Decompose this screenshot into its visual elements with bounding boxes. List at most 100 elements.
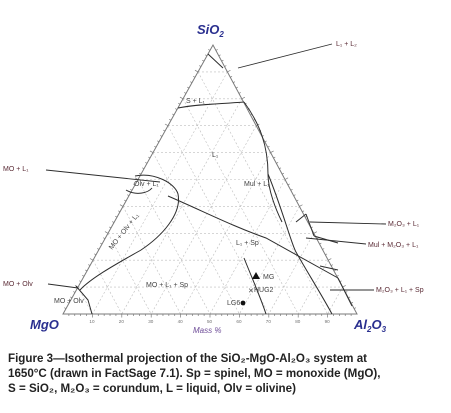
grid-line xyxy=(209,179,286,315)
caption-line-2: 1650°C (drawn in FactSage 7.1). Sp = spi… xyxy=(8,366,381,380)
tick-mark xyxy=(218,54,221,57)
grid-line xyxy=(152,152,240,315)
tick-mark xyxy=(322,248,325,250)
leader-mul-m2o3-l1 xyxy=(305,237,367,245)
tick-mark xyxy=(270,150,274,153)
tick-mark xyxy=(276,162,279,164)
tick-mark xyxy=(149,150,154,153)
bottom-tick-label: 70 xyxy=(266,319,272,324)
tick-mark xyxy=(284,177,289,180)
tick-mark xyxy=(194,69,199,73)
tick-mark xyxy=(139,172,142,175)
tick-mark xyxy=(109,226,112,229)
grid-line xyxy=(107,233,152,315)
region-mul-l1: Mul + L₁ xyxy=(244,181,270,188)
tick-mark xyxy=(227,69,231,73)
tick-mark xyxy=(145,162,148,164)
tick-mark xyxy=(88,264,91,266)
region-mo-l1-sp: MO + L₁ + Sp xyxy=(146,282,188,289)
ternary-phase-diagram: 10 20 30 40 50 60 70 80 90 SiO2 MgO Al2O3 Mass %… xyxy=(3,22,424,335)
tick-mark xyxy=(89,258,94,261)
tick-mark xyxy=(178,102,181,105)
tick-mark xyxy=(133,183,136,186)
tick-mark xyxy=(299,204,303,207)
leader-lines xyxy=(45,43,387,291)
tick-mark xyxy=(103,237,106,239)
grid-line xyxy=(122,206,181,315)
bottom-tick-label: 80 xyxy=(295,319,301,324)
vertex-silica-label: SiO2 xyxy=(197,22,224,39)
point-lg6-label: LG6 xyxy=(227,300,240,307)
grid-line xyxy=(137,179,211,315)
grid-line xyxy=(197,71,328,315)
tick-mark xyxy=(157,140,160,143)
tick-mark xyxy=(316,237,319,239)
grid-line xyxy=(182,98,299,315)
tick-mark xyxy=(148,156,151,159)
bottom-tick-label: 50 xyxy=(207,319,213,324)
tick-mark xyxy=(351,301,354,304)
tick-mark xyxy=(208,49,211,51)
caption-line-3: S = SiO₂, M₂O₃ = corundum, L = liquid, O… xyxy=(8,381,296,395)
boundary-olivine-arc xyxy=(79,174,179,291)
leader-mo-olv xyxy=(47,283,79,289)
edge-ticks xyxy=(64,49,357,318)
tick-mark xyxy=(64,307,67,309)
point-mg-label: MG xyxy=(263,274,274,281)
point-hug2-label: HUG2 xyxy=(254,287,274,294)
tick-mark xyxy=(238,92,241,94)
region-l1: L₁ xyxy=(212,152,219,159)
tick-mark xyxy=(205,54,208,57)
tick-mark xyxy=(175,108,178,110)
tick-mark xyxy=(112,221,115,223)
tick-mark xyxy=(119,204,124,207)
tick-mark xyxy=(267,145,270,148)
tick-mark xyxy=(319,242,322,245)
vertex-magnesia-label: MgO xyxy=(30,317,59,332)
bottom-tick-label: 30 xyxy=(148,319,154,324)
boundary-corundum-e xyxy=(337,277,353,307)
bottom-tick-label: 10 xyxy=(89,319,95,324)
bottom-tick-label: 60 xyxy=(236,319,242,324)
region-l1-sp: L₁ + Sp xyxy=(236,240,259,247)
tick-mark xyxy=(348,296,351,299)
bottom-tick-label: 20 xyxy=(119,319,125,324)
leader-mo-l1 xyxy=(45,169,161,183)
point-hug2-marker: ✕ xyxy=(248,288,254,295)
tick-mark xyxy=(164,123,169,127)
label-mul-m2o3-l1: Mul + M₂O₃ + L₁ xyxy=(368,242,419,249)
phase-boundaries xyxy=(75,53,353,315)
bottom-tick-labels: 10 20 30 40 50 60 70 80 90 xyxy=(89,319,330,324)
bottom-tick-label: 40 xyxy=(178,319,184,324)
tick-mark xyxy=(193,76,196,78)
boundary-corundum-a xyxy=(295,213,307,223)
point-lg6-marker xyxy=(240,300,246,306)
tick-mark xyxy=(342,285,346,288)
tick-mark xyxy=(215,49,218,51)
tick-mark xyxy=(172,113,175,116)
tick-mark xyxy=(127,194,130,196)
tick-mark xyxy=(94,253,97,256)
label-m2o3-l1: M₂O₃ + L₁ xyxy=(388,221,420,228)
tick-mark xyxy=(235,86,238,89)
tick-mark xyxy=(130,188,133,191)
tick-mark xyxy=(279,167,282,170)
boundary-spinel-lower xyxy=(243,257,267,315)
tick-mark xyxy=(179,96,184,100)
tick-mark xyxy=(169,119,172,121)
boundary-corundum-c xyxy=(313,235,339,244)
tick-mark xyxy=(313,231,318,234)
tick-mark xyxy=(296,199,299,202)
tick-mark xyxy=(115,215,118,218)
boundary-corundum-d xyxy=(319,265,339,271)
tick-mark xyxy=(330,264,334,266)
point-mg-marker xyxy=(252,272,260,279)
grid-line xyxy=(239,206,300,315)
caption-line-1: Figure 3—Isothermal projection of the Si… xyxy=(8,352,368,365)
label-mo-l1: MO + L₁ xyxy=(3,166,29,173)
leader-m2o3-l1 xyxy=(309,221,387,225)
tick-mark xyxy=(232,81,236,83)
tick-mark xyxy=(142,167,145,170)
tick-mark xyxy=(100,242,103,245)
tick-mark xyxy=(333,269,336,272)
